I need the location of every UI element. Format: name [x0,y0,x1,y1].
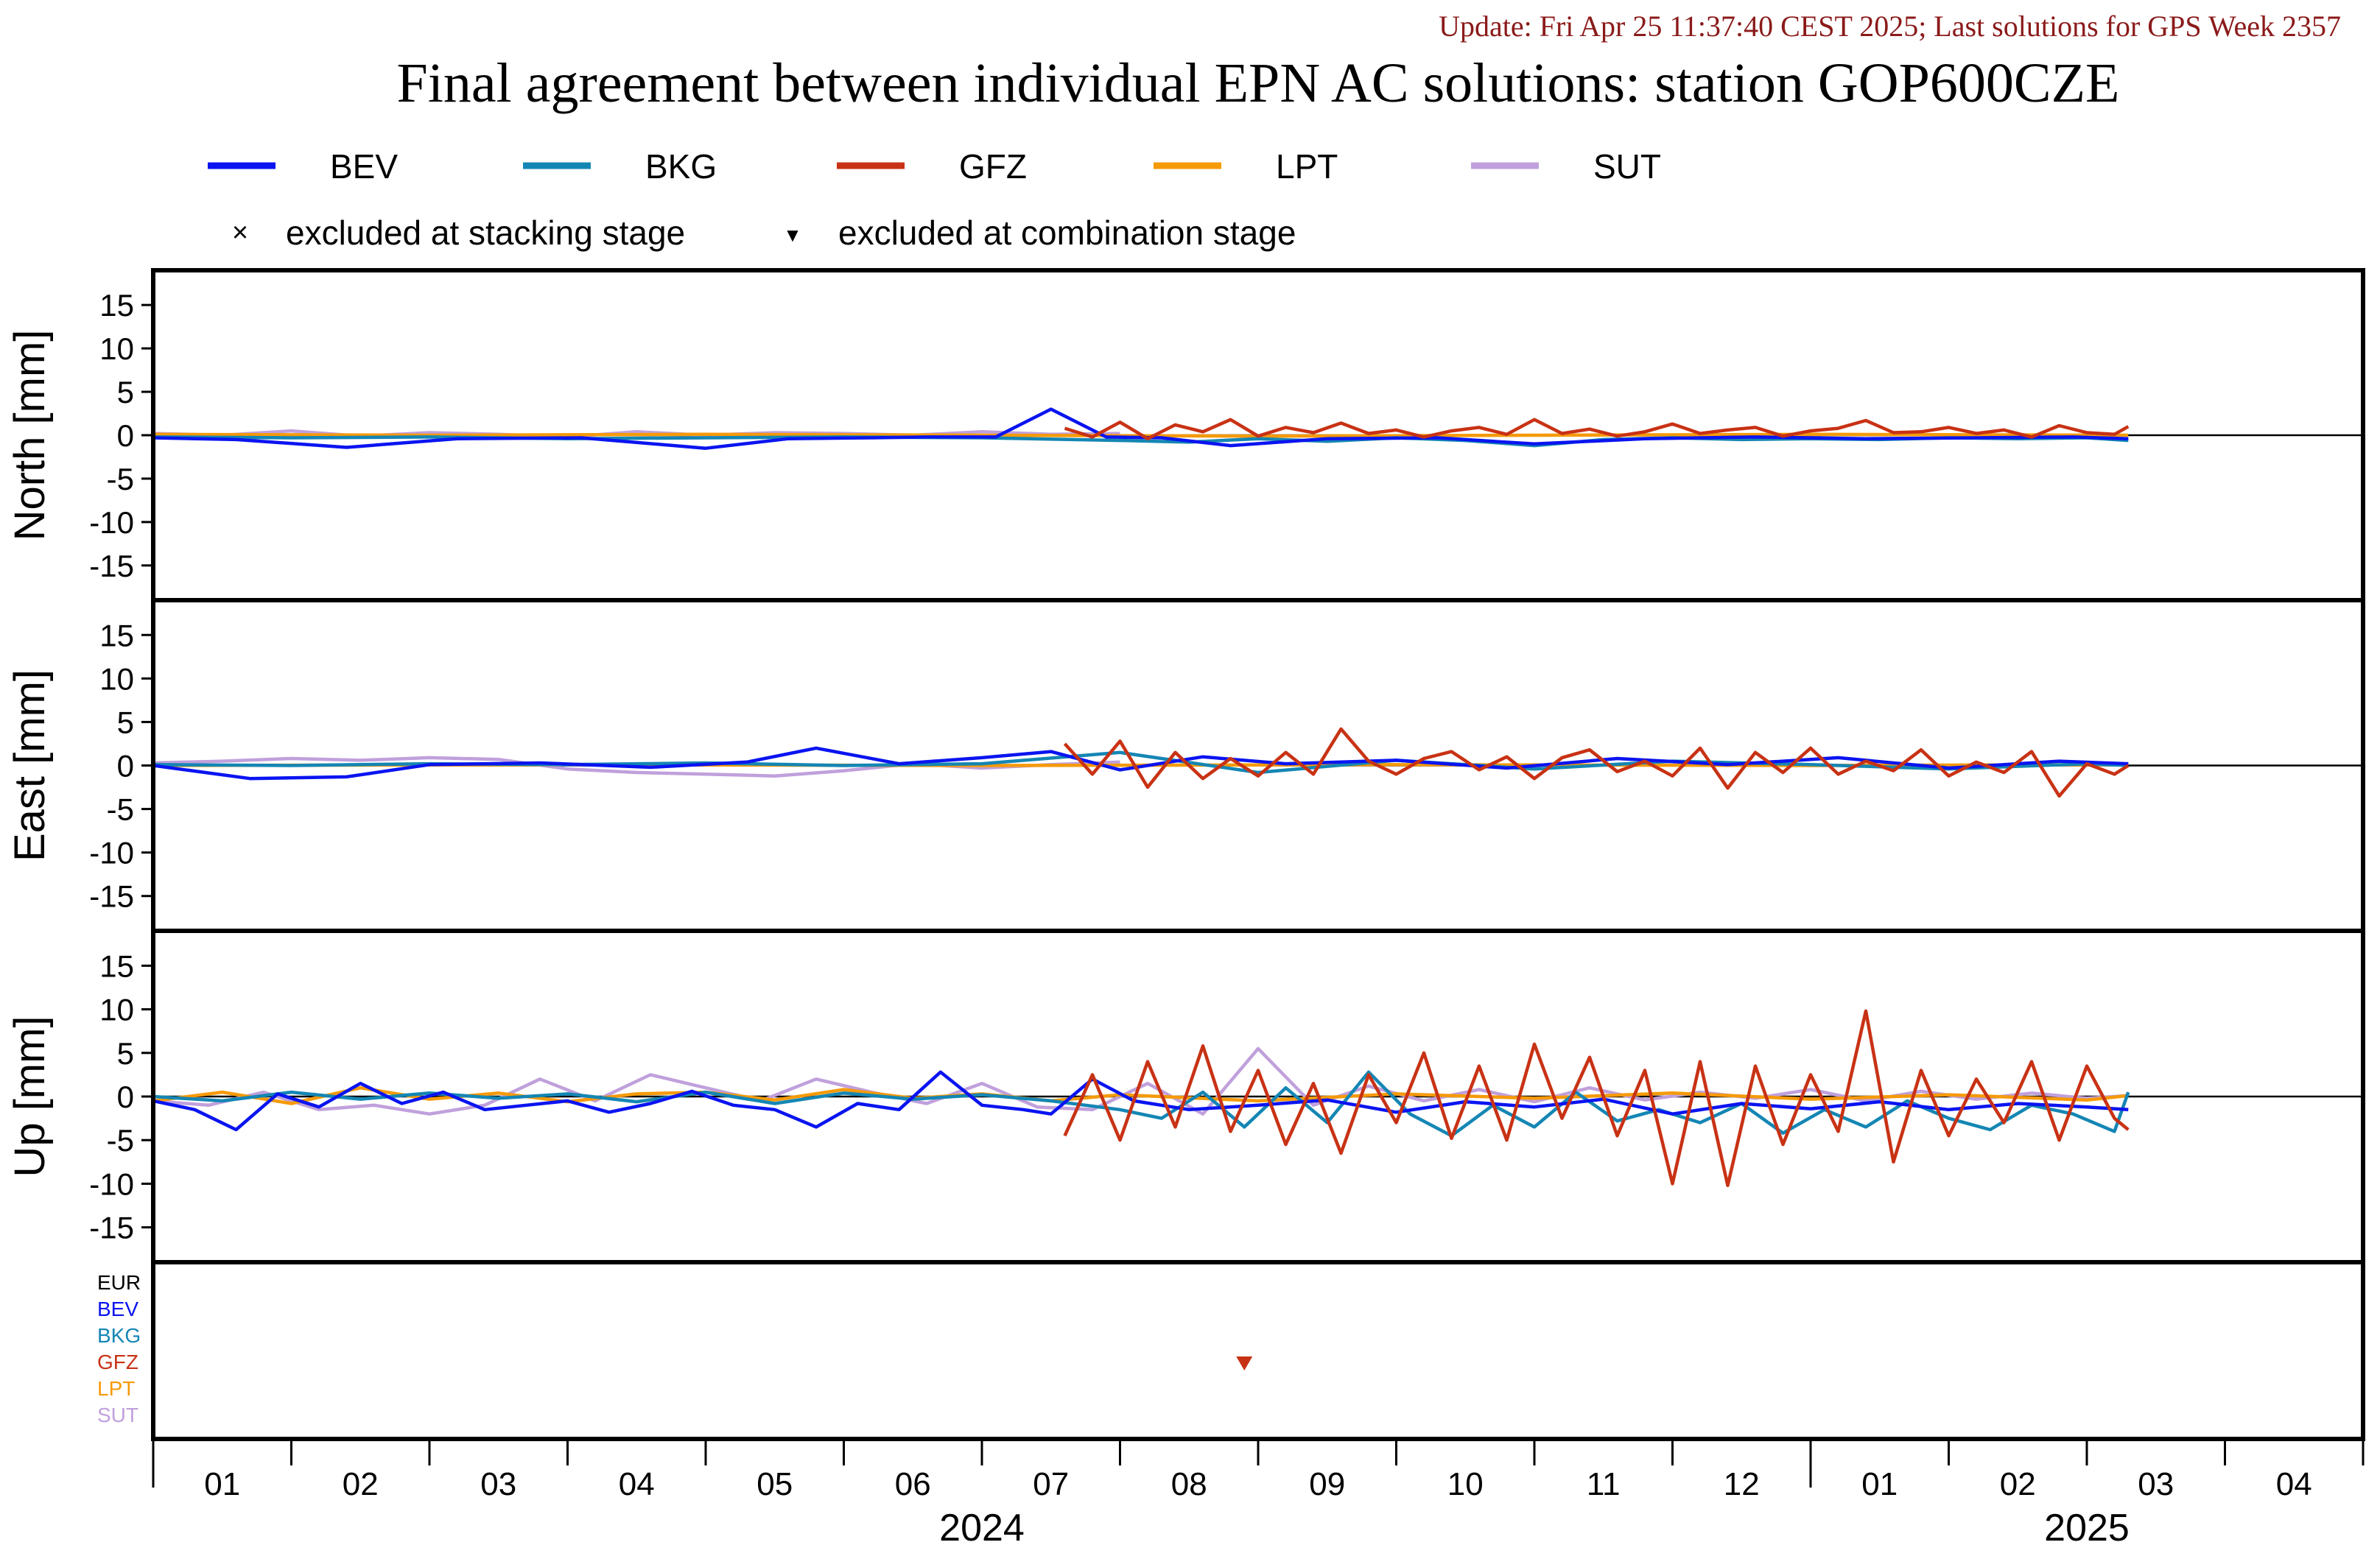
x-month-label: 06 [895,1466,931,1502]
series-group [153,727,2130,798]
x-month-label: 04 [2276,1466,2312,1502]
legend-item-gfz: GFZ [837,147,1027,186]
exclusion-row-label-lpt: LPT [97,1377,135,1400]
y-tick-label: 10 [99,993,134,1027]
y-tick-label: 10 [99,331,134,366]
exclusion-row-label-bkg: BKG [97,1324,141,1347]
series-line-north-sut [153,429,1120,439]
y-tick-label: -5 [107,792,134,827]
chart-title: Final agreement between individual EPN A… [397,52,2120,114]
legend-label-gfz: GFZ [959,147,1027,186]
legend-label-lpt: LPT [1276,147,1338,186]
x-month-label: 02 [2000,1466,2036,1502]
y-tick-label: -5 [107,462,134,496]
x-month-label: 05 [757,1466,793,1502]
y-tick-label: -15 [89,879,134,914]
legend-item-sut: SUT [1471,147,1661,186]
excluded-stacking-label: excluded at stacking stage [286,214,685,252]
x-month-label: 03 [480,1466,516,1502]
y-tick-label: -5 [107,1123,134,1158]
exclusion-row-label-gfz: GFZ [97,1351,138,1373]
legend-label-sut: SUT [1593,147,1661,186]
y-tick-label: 15 [99,618,134,652]
x-month-label: 07 [1033,1466,1069,1502]
x-month-label: 02 [343,1466,379,1502]
exclusion-row-label-eur: EUR [97,1271,141,1294]
exclusion-legend: × excluded at stacking stage ▼ excluded … [232,214,1296,252]
y-tick-label: -10 [89,836,134,870]
series-line-up-gfz [1063,1009,2130,1188]
y-tick-label: -10 [89,505,134,540]
x-month-label: 10 [1447,1466,1484,1502]
x-month-label: 08 [1171,1466,1207,1502]
series-line-north-gfz [1064,418,2130,440]
y-tick-label: 5 [117,375,134,409]
y-tick-label: 15 [99,949,134,983]
excluded-combination-marker: ▼ [783,224,802,246]
x-month-label: 12 [1724,1466,1760,1502]
x-year-label: 2024 [939,1507,1025,1545]
y-tick-label: -10 [89,1166,134,1201]
y-tick-label: 0 [117,749,134,784]
y-tick-label: 10 [99,661,134,696]
plot-panels: 15 10 5 0 -5 -10 -15 North [mm] 15 10 5 0 -5 -10 -15 Ea… [6,268,2365,1264]
x-month-label: 09 [1309,1466,1345,1502]
x-month-label: 03 [2138,1466,2174,1502]
legend-item-bkg: BKG [523,147,717,186]
panel-east: 15 10 5 0 -5 -10 -15 East [mm] [6,598,2365,933]
x-month-label: 01 [204,1466,240,1502]
legend-item-lpt: LPT [1154,147,1338,186]
series-group [153,407,2130,450]
exclusion-marker-gfz [1236,1356,1253,1370]
excluded-stacking-marker: × [232,217,248,248]
y-tick-label: -15 [89,1211,134,1245]
y-tick-label: 15 [99,288,134,323]
y-tick-label: 5 [117,1036,134,1071]
series-line-east-gfz [1063,727,2130,798]
x-axis: 01 02 03 04 05 06 07 08 09 10 11 12 01 02 03 04 2024 2025 [152,1437,2365,1545]
exclusion-panel: EUR BEV BKG GFZ LPT SUT [97,1260,2365,1441]
series-line-north-bev [153,407,2129,450]
series-group [153,1009,2130,1188]
x-month-label: 04 [619,1466,655,1502]
legend-label-bkg: BKG [645,147,717,186]
legend-item-bev: BEV [208,147,398,186]
y-axis-label-north: North [mm] [6,330,54,541]
y-tick-label: 5 [117,705,134,739]
y-axis-label-up: Up [mm] [6,1016,54,1177]
series-line-up-sut [153,1046,2129,1116]
series-line-east-bev [153,746,2129,781]
legend-label-bev: BEV [330,147,398,186]
exclusion-row-label-sut: SUT [97,1404,138,1426]
y-tick-label: -15 [89,549,134,583]
update-timestamp: Update: Fri Apr 25 11:37:40 CEST 2025; L… [1439,10,2341,43]
series-line-up-bkg [153,1070,2130,1138]
series-line-up-bev [153,1070,2129,1132]
exclusion-frame [151,1260,2365,1441]
legend: BEV BKG GFZ LPT SUT [208,147,1661,186]
x-month-label: 11 [1587,1466,1621,1502]
x-year-label: 2025 [2044,1507,2130,1545]
y-tick-label: 0 [117,1080,134,1114]
y-axis-label-east: East [mm] [6,669,54,862]
panel-up: 15 10 5 0 -5 -10 -15 Up [mm] [6,929,2365,1264]
panel-north: 15 10 5 0 -5 -10 -15 North [mm] [6,268,2365,602]
excluded-combination-label: excluded at combination stage [838,214,1296,252]
x-month-label: 01 [1861,1466,1898,1502]
y-tick-label: 0 [117,418,134,453]
exclusion-row-label-bev: BEV [97,1298,138,1320]
